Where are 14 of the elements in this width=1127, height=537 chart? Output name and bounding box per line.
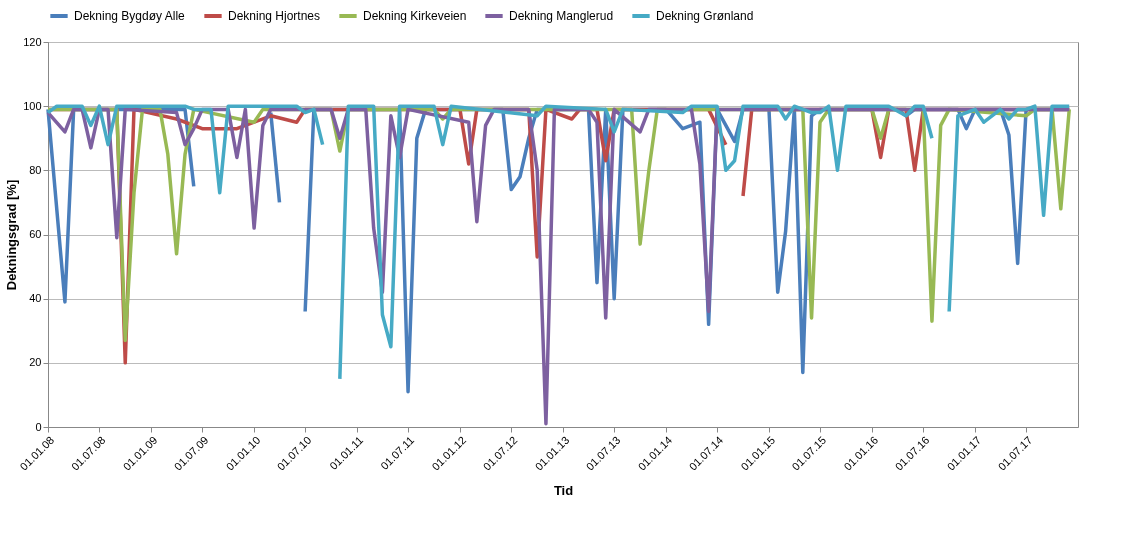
y-tick-label: 0 xyxy=(35,420,42,433)
legend-label: Dekning Grønland xyxy=(656,9,754,23)
legend-label: Dekning Bygdøy Alle xyxy=(74,9,186,23)
legend-label: Dekning Hjortnes xyxy=(228,9,321,23)
x-axis-title: Tid xyxy=(553,482,574,498)
legend-label: Dekning Manglerud xyxy=(509,9,614,23)
legend-label: Dekning Kirkeveien xyxy=(363,9,467,23)
y-tick-label: 120 xyxy=(23,35,42,48)
y-tick-label: 100 xyxy=(23,99,42,112)
y-axis-title: Dekningsgrad [%] xyxy=(4,179,20,291)
y-tick-label: 40 xyxy=(29,292,42,305)
y-tick-label: 80 xyxy=(29,163,42,176)
y-tick-label: 20 xyxy=(29,356,42,369)
y-tick-label: 60 xyxy=(29,228,42,240)
